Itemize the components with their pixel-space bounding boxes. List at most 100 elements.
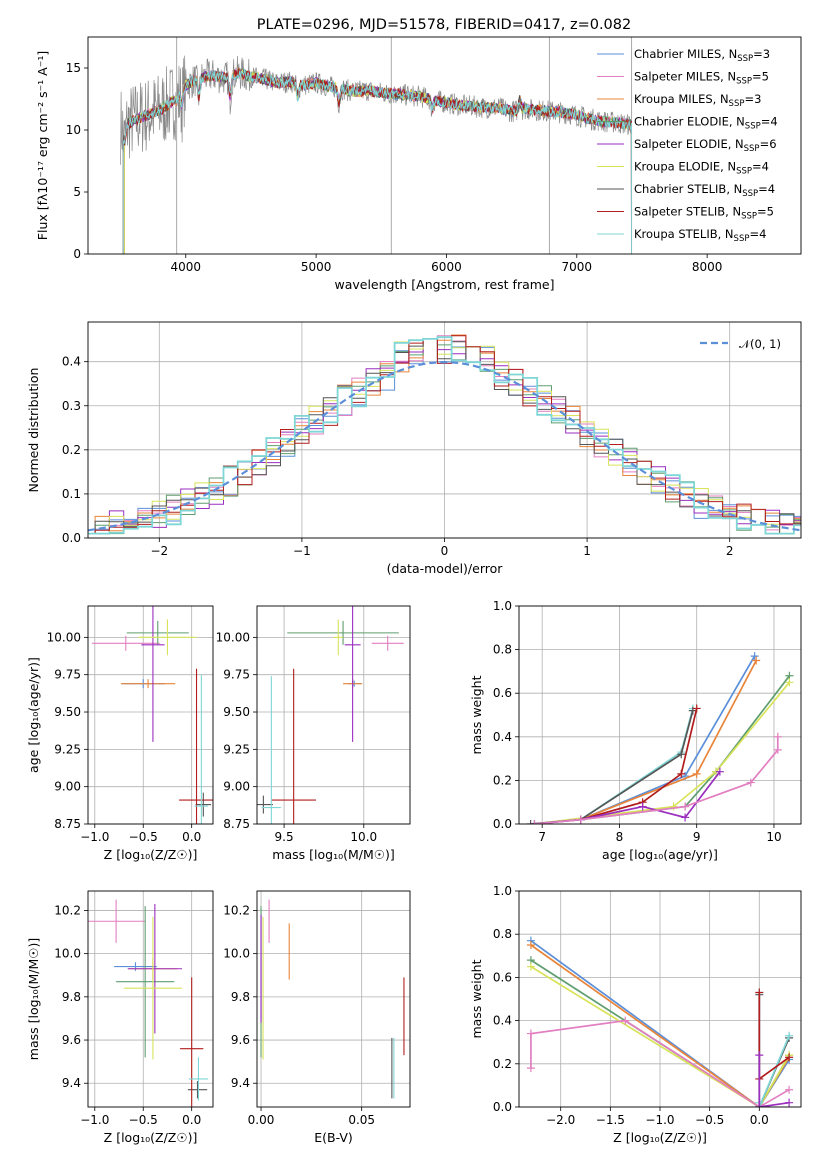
- legend-text: =5: [757, 205, 774, 219]
- weight-marker-chabrier_stelib: [526, 820, 535, 824]
- plot-area: [260, 899, 405, 1099]
- weight-marker-salpeter_miles: [773, 732, 782, 741]
- y-axis-label: mass weight: [469, 959, 484, 1038]
- weight-marker-salpeter_miles: [530, 820, 539, 824]
- x-tick-label: 0.0: [182, 1113, 201, 1127]
- legend-label-kroupa_elodie: Kroupa ELODIE, NSSP=4: [634, 160, 769, 177]
- x-axis-label: age [log₁₀(age/yr)]: [602, 847, 718, 862]
- legend-subscript: SSP: [745, 122, 761, 132]
- axes-frame: [87, 605, 214, 825]
- x-tick-label: −1.0: [80, 830, 109, 844]
- y-tick-label: 9.6: [231, 1033, 250, 1047]
- x-tick-label: 0.00: [248, 1113, 275, 1127]
- legend-text: =4: [749, 227, 766, 241]
- y-tick-label: 0.2: [62, 443, 81, 457]
- y-tick-label: 9.8: [231, 990, 250, 1004]
- weight-marker-salpeter_miles: [773, 745, 782, 754]
- x-tick-label: 0.0: [750, 1113, 769, 1127]
- x-tick-label: −0.5: [695, 1113, 724, 1127]
- plot-area: [257, 606, 404, 824]
- legend-text: Chabrier ELODIE, N: [634, 115, 745, 129]
- x-tick-label: 10: [766, 830, 781, 844]
- plot-area: [91, 606, 213, 824]
- weight-marker-salpeter_elodie: [681, 813, 690, 822]
- weight-marker-salpeter_miles: [576, 815, 585, 824]
- legend-label-chabrier_elodie: Chabrier ELODIE, NSSP=4: [634, 115, 778, 132]
- panel-weight_vs_age: 7 8 9 10 0.0 0.2 0.4 0.6 0.8 1.0 age [log₁₀(age/yr…: [469, 599, 802, 862]
- x-tick-label: −1.0: [80, 1113, 109, 1127]
- axes-frame: [87, 321, 802, 539]
- x-tick-label: 0: [441, 544, 449, 558]
- legend-text: =4: [752, 160, 769, 174]
- histogram-salpeter_elodie: [88, 338, 801, 535]
- weight-marker-salpeter_elodie: [785, 1098, 794, 1107]
- y-tick-label: 10.2: [223, 903, 250, 917]
- x-axis-label: (data-model)/error: [387, 561, 504, 576]
- legend-subscript: SSP: [737, 54, 753, 64]
- y-tick-label: 9.50: [54, 705, 81, 719]
- legend-label-normal: 𝒩(0, 1): [739, 337, 781, 351]
- y-tick-label: 9.6: [62, 1033, 81, 1047]
- legend-label-chabrier_stelib: Chabrier STELIB, NSSP=4: [634, 182, 775, 199]
- legend-text: =3: [744, 92, 761, 106]
- legend-subscript: SSP: [744, 144, 760, 154]
- x-tick-label: 9: [693, 830, 701, 844]
- y-tick-label: 0.2: [493, 773, 512, 787]
- x-axis-label: mass [log₁₀(M/M☉)]: [272, 847, 394, 862]
- plot-area: [526, 652, 794, 824]
- x-tick-label: −2.0: [546, 1113, 575, 1127]
- panel-spectrum: 4000 5000 6000 7000 8000 0 5 10 15 wavelength [An…: [35, 36, 802, 292]
- legend-text: Kroupa ELODIE, N: [634, 160, 736, 174]
- legend-text: Kroupa MILES, N: [634, 92, 729, 106]
- legend-subscript: SSP: [736, 167, 752, 177]
- y-axis-label: Flux [fλ10⁻¹⁷ erg cm⁻² s⁻¹ A⁻¹]: [35, 51, 50, 240]
- normal-curve: [88, 360, 801, 532]
- model-spectrum-salpeter_elodie: [124, 69, 632, 254]
- y-tick-label: 0.6: [493, 970, 512, 984]
- weight-marker-salpeter_stelib: [677, 769, 686, 778]
- weight-marker-kroupa_stelib: [785, 1031, 794, 1040]
- legend-subscript: SSP: [736, 77, 752, 87]
- weight-marker-salpeter_miles: [621, 1016, 630, 1025]
- weight-marker-salpeter_elodie: [715, 767, 724, 776]
- legend-text: =3: [753, 47, 770, 61]
- weight-marker-salpeter_elodie: [755, 1103, 764, 1107]
- x-tick-label: −0.5: [129, 1113, 158, 1127]
- y-tick-label: 9.00: [223, 780, 250, 794]
- weight-marker-chabrier_miles: [750, 652, 759, 661]
- y-tick-label: 0.6: [493, 686, 512, 700]
- weight-marker-chabrier_stelib: [677, 750, 686, 759]
- x-tick-label: 5000: [301, 260, 332, 274]
- model-spectrum-salpeter_stelib: [122, 67, 632, 254]
- histogram-chabrier_stelib: [88, 338, 801, 535]
- legend-text: Kroupa STELIB, N: [634, 227, 734, 241]
- axes-frame: [87, 36, 802, 255]
- legend-subscript: SSP: [729, 99, 745, 109]
- legend-text: Chabrier MILES, N: [634, 47, 737, 61]
- y-tick-label: 10.0: [223, 947, 250, 961]
- legend-label-salpeter_elodie: Salpeter ELODIE, NSSP=6: [634, 137, 777, 154]
- axes-frame: [518, 605, 802, 825]
- y-tick-label: 10.2: [54, 903, 81, 917]
- axes-frame: [87, 890, 214, 1108]
- y-tick-label: 0.0: [62, 531, 81, 545]
- plot-area: [120, 37, 633, 254]
- x-tick-label: −0.5: [129, 830, 158, 844]
- weight-line-salpeter_stelib: [580, 708, 698, 821]
- y-tick-label: 0.4: [493, 730, 512, 744]
- y-tick-label: 0.2: [493, 1057, 512, 1071]
- x-tick-label: 2: [726, 544, 734, 558]
- y-tick-label: 9.8: [62, 990, 81, 1004]
- panel-residuals: −2 −1 0 1 2 0.0 0.1 0.2 0.3 0.4 (data-model)/error…: [26, 321, 802, 576]
- plot-area: [88, 334, 801, 535]
- y-tick-label: 10.00: [47, 630, 81, 644]
- x-tick-label: 10.0: [350, 830, 377, 844]
- x-tick-label: 7: [538, 830, 546, 844]
- weight-marker-kroupa_elodie: [669, 802, 678, 811]
- axes-frame: [256, 890, 411, 1108]
- weight-marker-salpeter_miles: [526, 1029, 535, 1038]
- y-tick-label: 1.0: [493, 599, 512, 613]
- x-tick-label: 1: [583, 544, 591, 558]
- legend-text: =6: [760, 137, 777, 151]
